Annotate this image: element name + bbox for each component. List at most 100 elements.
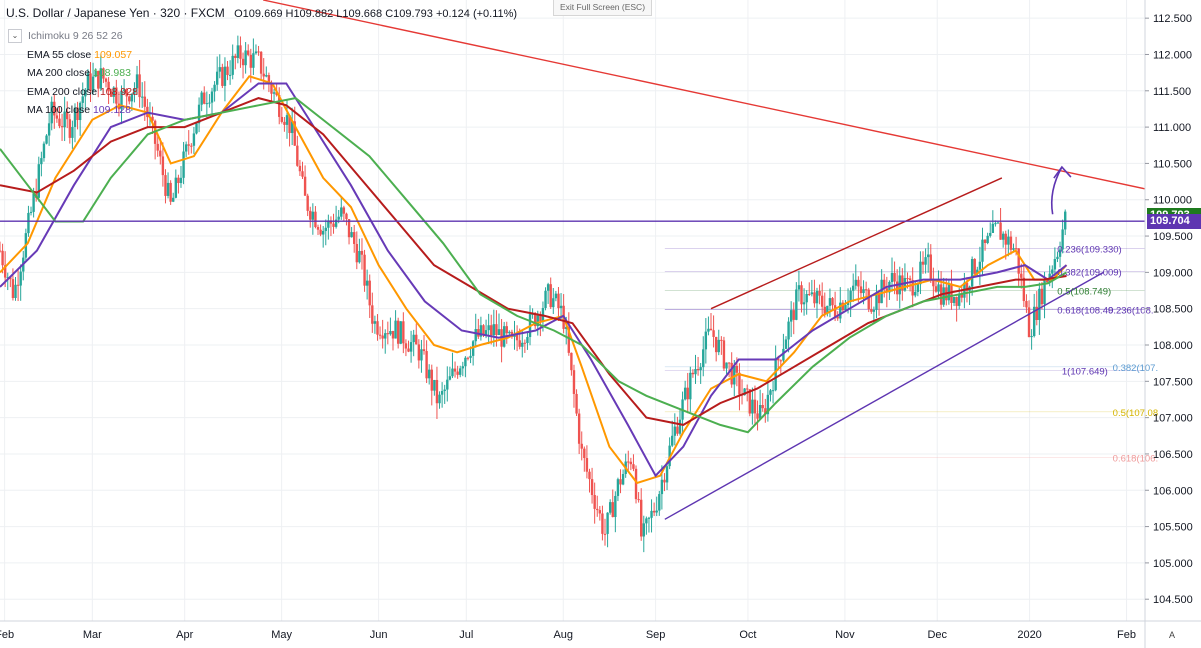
candle-body [596,508,599,511]
candle-body [983,239,987,244]
candle-body [161,156,165,176]
candle-body [125,89,128,97]
candle-body [433,379,436,391]
candle-body [942,287,945,305]
candle-body [733,365,736,385]
candle-body [327,220,330,228]
candle-body [849,290,852,303]
candle-body [32,193,35,212]
candle-body [764,408,767,415]
candle-body [815,290,819,304]
candle-body [981,239,984,262]
y-tick-label: 110.500 [1153,158,1192,170]
candle-body [334,219,338,227]
candle-body [332,223,335,227]
candle-body [1017,248,1020,274]
candle-body [722,340,726,369]
candle-body [552,298,555,308]
legend-label: EMA 200 close [27,85,98,98]
candle-body [864,289,868,291]
candle-body [78,102,82,121]
candle-body [386,333,390,335]
candle-body [1058,249,1062,257]
candle-body [960,293,963,298]
candle-body [730,362,733,385]
fib-label: 0.382(109.009) [1057,268,1121,279]
candle-body [565,327,568,329]
legend-row-ma200[interactable]: MA 200 close 108.983 [8,64,138,83]
candle-body [1,250,4,266]
x-tick-label: Feb [0,629,14,641]
legend-label: MA 100 close [27,104,91,116]
candle-body [800,285,803,305]
candle-body [347,219,351,238]
candle-body [50,101,53,124]
candle-body [270,84,273,94]
candle-body [632,464,635,469]
candle-body [627,461,630,463]
candle-body [645,518,648,524]
candle-body [283,121,286,125]
y-tick-label: 106.000 [1153,485,1193,497]
candle-body [792,310,795,320]
candle-body [932,278,935,287]
candle-body [164,175,167,196]
horizontal-line-price-tag: 109.704 [1147,214,1201,230]
candle-body [319,229,322,235]
candle-body [1025,301,1028,308]
candle-body [177,177,180,184]
candle-body [9,277,12,280]
candle-body [223,66,227,86]
candle-body [919,261,922,285]
legend-label: MA 200 close [27,67,91,79]
legend-row-ichimoku[interactable]: ⌄ Ichimoku 9 26 52 26 [8,27,138,46]
candle-body [663,479,666,483]
exit-fullscreen-button[interactable]: Exit Full Screen (ESC) [553,0,653,16]
candle-body [857,279,860,287]
candle-body [704,331,708,350]
candle-body [549,284,552,308]
candle-body [619,479,622,485]
candle-body [593,495,596,509]
candle-body [810,292,814,295]
candle-body [844,305,847,311]
candle-body [350,232,353,238]
candle-body [991,223,995,233]
candle-body [852,285,855,291]
candle-body [376,321,379,335]
candle-body [353,232,356,244]
candle-body [0,250,2,252]
candle-body [818,290,821,296]
candle-body [678,419,682,434]
candle-body [427,369,431,379]
candle-body [213,84,216,92]
candle-body [309,210,312,220]
candle-body [603,533,607,535]
x-tick-label: Oct [739,629,756,641]
candle-body [342,207,346,214]
candle-body [673,426,677,436]
candle-body [808,293,811,295]
auto-scale-button[interactable]: A [1168,630,1175,640]
candle-body [660,479,664,495]
candle-body [99,68,103,89]
legend-row-ema200[interactable]: EMA 200 close 108.928 [8,83,138,102]
candle-body [474,329,477,342]
candle-body [769,390,772,395]
candle-body [210,91,214,103]
legend-row-ema55[interactable]: EMA 55 close 109.057 [8,46,138,65]
legend-row-ma100[interactable]: MA 100 close 109.128 [8,101,138,120]
candle-body [929,254,932,279]
candle-body [508,331,511,334]
candle-body [469,355,472,358]
candle-body [738,372,741,395]
candle-body [583,448,586,459]
candle-body [820,295,824,307]
candle-body [880,279,883,304]
candle-body [1040,288,1044,305]
candle-body [109,91,113,97]
candle-body [777,358,780,361]
chevron-down-icon[interactable]: ⌄ [8,29,22,44]
candle-body [647,517,651,519]
